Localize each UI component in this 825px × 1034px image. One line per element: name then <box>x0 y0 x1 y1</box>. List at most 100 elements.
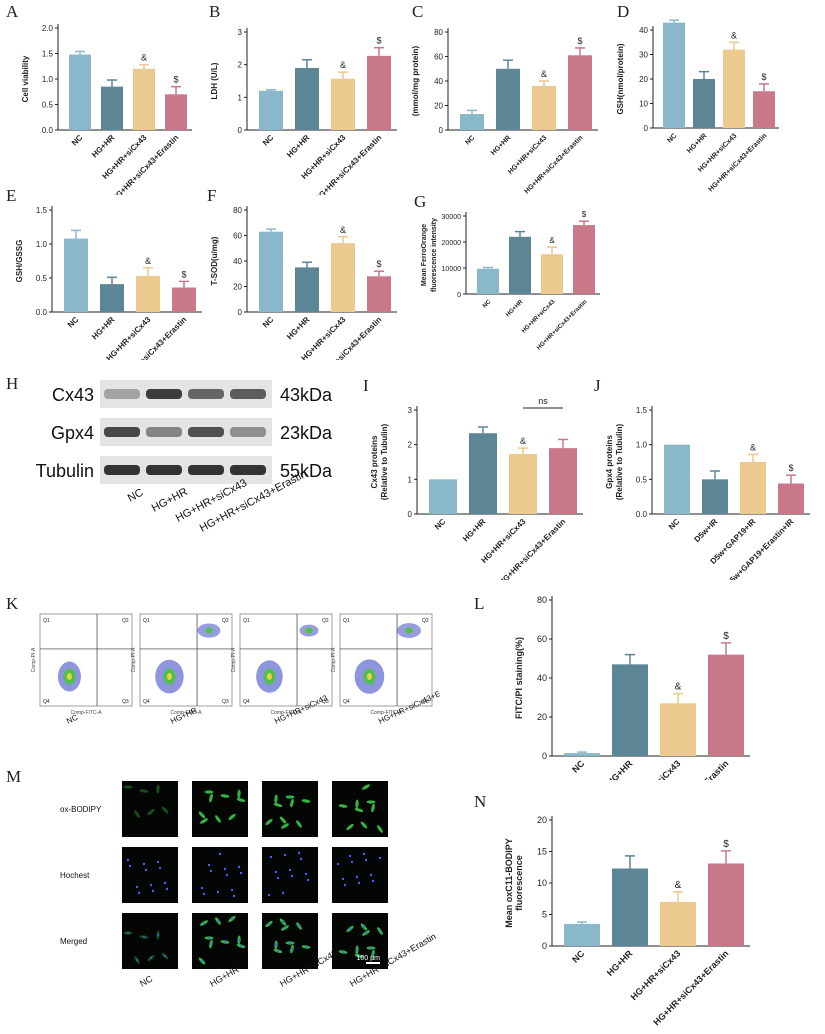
bar <box>172 287 196 312</box>
nucleus <box>336 862 340 866</box>
significance-mark: $ <box>181 269 186 279</box>
panel-a: A 0.0 0.5 1.0 1.5 2.0 Cell viability NC HG+HR & H… <box>0 0 205 203</box>
category-label: NC <box>66 315 81 330</box>
nucleus <box>283 853 287 857</box>
nucleus <box>223 867 227 871</box>
bar <box>101 86 123 130</box>
bar <box>708 654 744 756</box>
blot-band <box>146 465 182 475</box>
category-label: HG+HR <box>90 315 116 341</box>
micro-image <box>262 781 318 837</box>
nucleus <box>290 874 294 878</box>
panel-f: F 0 20 40 60 80 T-SOD(u/mg) NC HG+HR & HG+HR+siCx… <box>205 180 410 385</box>
panel-n: N 0 5 10 15 20 Mean oxC11-BODIPY fluorescence N… <box>470 790 770 1029</box>
blot-band <box>188 427 224 437</box>
nucleus <box>297 851 301 855</box>
nucleus <box>299 857 303 861</box>
flow-plot-frame <box>39 613 133 707</box>
blot-lane-label: NC <box>126 487 146 505</box>
nucleus <box>364 858 368 862</box>
nucleus <box>369 873 373 877</box>
nucleus <box>289 942 291 944</box>
y-axis-label: Cell viability <box>21 55 30 102</box>
nucleus <box>238 939 240 941</box>
blot-band <box>188 389 224 399</box>
y-tick-label: 15 <box>537 847 547 857</box>
y-axis-label: (Relative to Tubulin) <box>380 424 389 501</box>
flow-plot-frame <box>239 613 333 707</box>
nucleus <box>231 918 233 920</box>
nucleus <box>349 928 351 930</box>
bar <box>664 444 690 514</box>
cell <box>134 810 140 818</box>
category-label: HG+HR <box>605 758 635 780</box>
nucleus <box>156 860 160 864</box>
cell <box>220 794 230 798</box>
cell <box>147 808 155 816</box>
cell <box>161 806 169 814</box>
category-label: HG+HR+siCx43+Erastin <box>707 132 768 193</box>
cell <box>338 804 348 808</box>
cell <box>156 784 160 794</box>
cell <box>274 794 278 804</box>
y-tick-label: 10 <box>639 100 648 109</box>
panel-j: J 0.0 0.5 1.0 1.5 Gpx4 proteins (Relative to … <box>590 370 825 588</box>
y-tick-label: 80 <box>537 595 547 605</box>
y-tick-label: 1.0 <box>636 441 648 450</box>
nucleus <box>363 926 365 928</box>
panel-letter: L <box>474 594 485 613</box>
category-label: HG+HR+siCx43 <box>507 134 548 175</box>
quadrant-label: Q1 <box>143 618 150 624</box>
nucleus <box>240 945 242 947</box>
category-label: NC <box>261 133 276 148</box>
significance-mark: & <box>549 236 555 245</box>
y-tick-label: 1.5 <box>42 50 54 59</box>
bar <box>573 225 595 294</box>
quadrant-label: Q2 <box>222 618 229 624</box>
bar <box>541 254 563 294</box>
y-axis-label: Mean oxC11-BODIPY <box>504 838 514 928</box>
y-tick-label: 60 <box>233 232 242 241</box>
y-tick-label: 30000 <box>442 214 462 221</box>
y-tick-label: 20 <box>537 815 547 825</box>
bar <box>660 703 696 756</box>
y-tick-label: 0.5 <box>36 274 48 283</box>
nucleus <box>343 883 347 887</box>
nucleus <box>305 946 307 948</box>
blot-protein-label: Cx43 <box>52 385 94 405</box>
y-tick-label: 1 <box>238 93 243 102</box>
y-tick-label: 3 <box>408 406 413 415</box>
nucleus <box>149 883 153 887</box>
nucleus <box>370 947 372 949</box>
nucleus <box>200 886 204 890</box>
bar <box>564 753 600 756</box>
panel-i: I 0 1 2 3 Cx43 proteins (Relative to Tubulin)… <box>355 370 590 587</box>
significance-mark: & <box>675 880 682 891</box>
y-tick-label: 0 <box>542 751 547 761</box>
panel-letter: B <box>209 2 221 21</box>
bar <box>549 448 577 514</box>
nucleus <box>341 877 345 881</box>
y-tick-label: 10000 <box>442 266 462 273</box>
y-tick-label: 20 <box>537 712 547 722</box>
nucleus <box>158 866 162 870</box>
panel-letter: C <box>412 2 424 21</box>
blot-band <box>104 465 140 475</box>
nucleus <box>281 891 285 895</box>
bar <box>778 483 804 514</box>
category-label: HG+HR <box>285 315 311 341</box>
population-peak <box>366 673 372 681</box>
panel-letter: E <box>6 186 17 205</box>
y-axis-label: LDH (U/L) <box>210 62 219 99</box>
nucleus <box>201 960 203 962</box>
y-tick-label: 0 <box>439 126 444 135</box>
micro-row-label: ox-BODIPY <box>60 805 102 814</box>
quadrant-label: Q2 <box>322 618 329 624</box>
blot-size-label: 23kDa <box>280 423 333 443</box>
bar <box>568 55 592 130</box>
nucleus <box>208 937 210 939</box>
nucleus <box>217 920 219 922</box>
nucleus <box>267 893 271 897</box>
